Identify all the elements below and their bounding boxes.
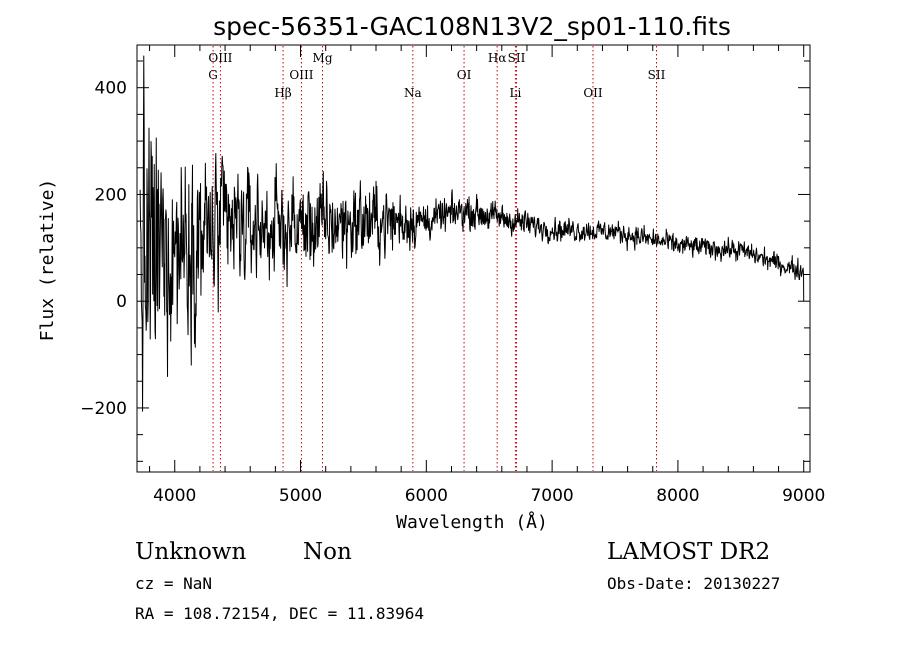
x-tick-label: 7000 bbox=[530, 486, 573, 506]
object-class: Unknown bbox=[135, 539, 247, 565]
y-axis-label: Flux (relative) bbox=[37, 179, 58, 342]
spectral-line-label: Na bbox=[404, 86, 422, 100]
spectral-line-label: Hα bbox=[488, 51, 507, 65]
x-tick-label: 8000 bbox=[656, 486, 699, 506]
spectrum-series bbox=[139, 55, 805, 412]
x-tick-label: 6000 bbox=[405, 486, 448, 506]
spectral-line-label: SII bbox=[648, 68, 666, 82]
spectral-line-label: OIII bbox=[289, 68, 313, 82]
x-tick-label: 5000 bbox=[279, 486, 322, 506]
axes: 4000 5000 6000 7000 8000 9000 −200 0 200 400 bbox=[80, 45, 825, 506]
plot-frame bbox=[136, 44, 811, 473]
y-tick-label: −200 bbox=[80, 399, 127, 419]
coordinates: RA = 108.72154, DEC = 11.83964 bbox=[135, 604, 424, 623]
x-tick-label: 9000 bbox=[782, 486, 825, 506]
observation-date: Obs-Date: 20130227 bbox=[607, 574, 781, 593]
object-subclass: Non bbox=[303, 539, 352, 565]
spectral-line-label: SII bbox=[508, 51, 526, 65]
survey-name: LAMOST DR2 bbox=[607, 539, 771, 565]
spectrum-line bbox=[139, 55, 805, 412]
y-tick-label: 0 bbox=[116, 292, 127, 312]
x-axis-label: Wavelength (Å) bbox=[396, 511, 548, 533]
chart-title: spec-56351-GAC108N13V2_sp01-110.fits bbox=[213, 12, 731, 41]
y-tick-label: 400 bbox=[95, 79, 127, 99]
spectral-line-label: OII bbox=[583, 86, 603, 100]
spectral-line-label: OIII bbox=[208, 51, 232, 65]
spectral-line-label: Li bbox=[509, 86, 521, 100]
y-tick-label: 200 bbox=[95, 185, 127, 205]
spectral-line-label: Hβ bbox=[274, 86, 291, 100]
spectral-line-label: OI bbox=[457, 68, 472, 82]
x-tick-label: 4000 bbox=[153, 486, 196, 506]
spectral-line-label: G bbox=[208, 68, 218, 82]
redshift-value: cz = NaN bbox=[135, 574, 213, 593]
spectral-line-label: Mg bbox=[313, 51, 333, 65]
